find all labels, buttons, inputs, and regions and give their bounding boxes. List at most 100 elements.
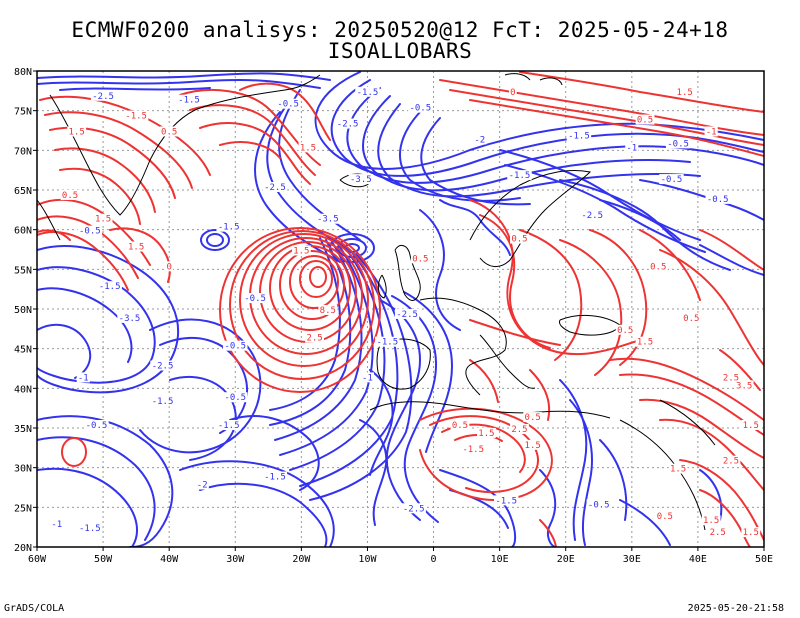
contour-label: -2.5 bbox=[403, 504, 425, 514]
contour-label-bg bbox=[494, 495, 519, 506]
contour-label: -1.5 bbox=[568, 131, 590, 141]
contour-label: -1.5 bbox=[125, 112, 147, 122]
lon-tick-label: 60W bbox=[28, 554, 47, 565]
contour-label: -0.5 bbox=[409, 104, 431, 114]
contour-label: -1.5 bbox=[218, 223, 240, 233]
contour-label: 8.5 bbox=[320, 306, 336, 316]
map-subtitle: ISOALLOBARS bbox=[327, 39, 473, 63]
contour-label-bg bbox=[84, 420, 109, 430]
contour-label: -1.5 bbox=[462, 445, 484, 455]
contour-label: 1.5 bbox=[703, 516, 719, 526]
contour-label-bg bbox=[410, 253, 430, 264]
contour-label: 0.5 bbox=[452, 421, 468, 431]
lat-tick-label: 50N bbox=[14, 305, 32, 316]
lat-tick-label: 75N bbox=[14, 107, 32, 118]
contour-label: -2.5 bbox=[152, 362, 174, 372]
contour-label: 0 bbox=[510, 88, 515, 98]
contour-label-bg bbox=[510, 233, 529, 244]
contour-label-bg bbox=[50, 519, 64, 530]
contour-label: 1.5 bbox=[95, 215, 111, 225]
contour-label-bg bbox=[242, 293, 268, 304]
contour-label: -0.5 bbox=[588, 500, 610, 510]
lon-tick-label: 0 bbox=[431, 554, 437, 565]
contour-label-bg bbox=[216, 420, 241, 430]
contour-label: -1.5 bbox=[376, 338, 398, 348]
contour-label: 0.5 bbox=[161, 127, 177, 137]
footer-timestamp: 2025-05-20-21:58 bbox=[687, 603, 784, 614]
contour-label-bg bbox=[473, 134, 487, 145]
contour-label: -2 bbox=[197, 481, 208, 491]
contour-label-bg bbox=[150, 360, 175, 371]
contour-label-bg bbox=[705, 193, 730, 204]
contour-label-bg bbox=[223, 340, 248, 351]
contour-label-bg bbox=[734, 380, 754, 391]
contour-label-bg bbox=[648, 261, 668, 272]
contour-label: -0.5 bbox=[224, 393, 246, 403]
lon-tick-label: 10E bbox=[491, 554, 509, 565]
lon-tick-label: 50W bbox=[94, 554, 113, 565]
negative-contours bbox=[37, 71, 764, 547]
contour-label: -1.5 bbox=[495, 496, 517, 506]
contour-label: -1.5 bbox=[152, 397, 174, 407]
contour-label-bg bbox=[77, 523, 103, 534]
contour-label: 0.5 bbox=[525, 413, 541, 423]
contour-label-bg bbox=[523, 412, 543, 423]
contour-label: 1.5 bbox=[677, 88, 693, 98]
contour-label-bg bbox=[195, 479, 209, 490]
contour-label: 0.5 bbox=[62, 191, 78, 201]
contour-label: -2.5 bbox=[581, 211, 603, 221]
lat-tick-label: 60N bbox=[14, 226, 32, 237]
contour-label: 0.5 bbox=[637, 116, 653, 126]
contour-label: 0.5 bbox=[683, 314, 699, 324]
contour-label-bg bbox=[262, 471, 288, 482]
contour-label: -1 bbox=[78, 373, 89, 383]
lon-tick-label: 50E bbox=[755, 554, 773, 565]
contour-label: -1 bbox=[626, 143, 637, 153]
footer-software-credit: GrADS/COLA bbox=[4, 603, 65, 614]
contour-label-bg bbox=[668, 463, 688, 474]
contour-label: 3.5 bbox=[736, 381, 752, 391]
lat-tick-label: 25N bbox=[14, 503, 32, 514]
contour-label-bg bbox=[216, 221, 241, 232]
contour-label: -1.5 bbox=[357, 88, 379, 98]
contour-label: -1.5 bbox=[178, 96, 200, 106]
contour-label: 1.5 bbox=[637, 338, 653, 348]
contour-label: 1.5 bbox=[128, 243, 144, 253]
contour-label: -0.5 bbox=[244, 294, 266, 304]
contour-label-bg bbox=[150, 396, 175, 407]
contour-label-bg bbox=[566, 130, 592, 141]
contour-label-bg bbox=[721, 372, 741, 383]
contour-label-bg bbox=[579, 209, 605, 220]
contour-label: -0.5 bbox=[277, 100, 299, 110]
contour-label-bg bbox=[97, 281, 122, 292]
lat-tick-label: 55N bbox=[14, 265, 32, 276]
contour-label: -0.5 bbox=[86, 421, 108, 431]
lon-tick-label: 10W bbox=[358, 554, 377, 565]
contour-label: 2.5 bbox=[723, 373, 739, 383]
contour-label-bg bbox=[401, 503, 426, 514]
contour-label-bg bbox=[675, 86, 695, 97]
contour-label-bg bbox=[291, 245, 311, 256]
contour-label-bg bbox=[126, 241, 146, 252]
contour-label-bg bbox=[93, 213, 113, 224]
contour-label-bg bbox=[408, 102, 433, 113]
lon-tick-label: 20E bbox=[557, 554, 575, 565]
contour-label: -2.5 bbox=[92, 92, 114, 102]
contour-label-bg bbox=[461, 443, 486, 454]
contour-label-bg bbox=[507, 170, 532, 181]
lat-tick-label: 20N bbox=[14, 543, 32, 554]
contour-label: -3.5 bbox=[350, 175, 372, 185]
contour-label-bg bbox=[586, 499, 611, 510]
contour-label-bg bbox=[315, 213, 340, 224]
contour-label-bg bbox=[721, 455, 741, 466]
contour-label: -2 bbox=[474, 135, 485, 145]
contour-label-bg bbox=[510, 423, 529, 434]
contour-label: -3.5 bbox=[119, 314, 141, 324]
contour-label-bg bbox=[159, 126, 179, 137]
contour-label: 1.5 bbox=[670, 465, 686, 475]
contour-label-bg bbox=[117, 312, 142, 323]
lat-tick-label: 45N bbox=[14, 345, 32, 356]
contour-label: 0 bbox=[166, 262, 171, 272]
contour-label: -1.5 bbox=[218, 421, 240, 431]
